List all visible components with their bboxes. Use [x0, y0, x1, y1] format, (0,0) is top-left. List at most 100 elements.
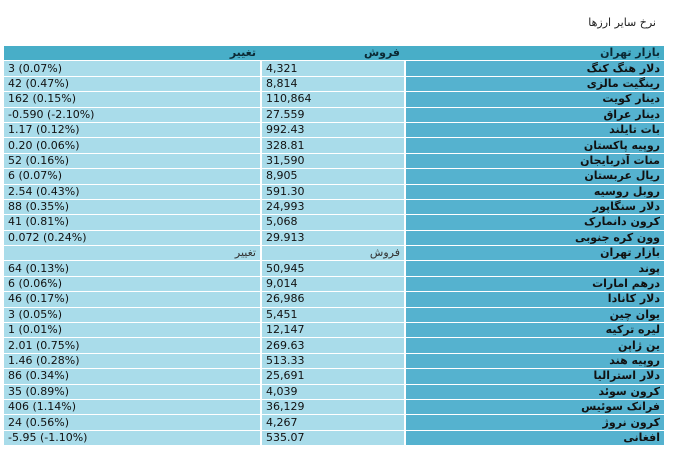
- price-change: 3 (0.05%): [4, 307, 260, 324]
- price-change: -0.590 (-2.10%): [4, 107, 260, 123]
- header-change: تغییر: [4, 46, 260, 62]
- table-row: دلار هنگ کنگ 4,321 3 (0.07%): [4, 60, 664, 77]
- price-change: 41 (0.81%): [4, 214, 260, 231]
- sell-price: 31,590: [262, 153, 404, 170]
- page-caption: نرخ سایر ارزها: [588, 16, 656, 29]
- sell-price: 27.559: [262, 107, 404, 123]
- sell-price: 513.33: [262, 353, 404, 370]
- table-row: دینار عراق 27.559 -0.590 (-2.10%): [4, 107, 664, 123]
- currency-name: منات آذربایجان: [406, 153, 664, 170]
- column-gap: [260, 245, 262, 262]
- table-row: یوان چین 5,451 3 (0.05%): [4, 307, 664, 324]
- sell-price: 5,068: [262, 214, 404, 231]
- column-gap: [404, 199, 406, 216]
- currency-name: دینار عراق: [406, 107, 664, 123]
- sell-price: 9,014: [262, 276, 404, 293]
- column-gap: [260, 276, 262, 293]
- currency-name: درهم امارات: [406, 276, 664, 293]
- currency-name: وون کره جنوبی: [406, 230, 664, 247]
- table-row: کرون دانمارک 5,068 41 (0.81%): [4, 214, 664, 231]
- column-gap: [404, 291, 406, 308]
- sell-price: 36,129: [262, 399, 404, 416]
- table-row: ین ژاپن 269.63 2.01 (0.75%): [4, 337, 664, 354]
- sell-price: 50,945: [262, 260, 404, 277]
- price-change: 6 (0.06%): [4, 276, 260, 293]
- column-gap: [404, 276, 406, 293]
- table-row: فرانک سوئیس 36,129 406 (1.14%): [4, 399, 664, 416]
- column-gap: [404, 184, 406, 200]
- column-gap: [260, 260, 262, 277]
- table-row: رینگیت مالزی 8,814 42 (0.47%): [4, 76, 664, 93]
- column-gap: [404, 353, 406, 370]
- column-gap: [404, 214, 406, 231]
- currency-name: کرون دانمارک: [406, 214, 664, 231]
- column-gap: [260, 307, 262, 324]
- column-gap: [404, 245, 406, 262]
- price-change: -5.95 (-1.10%): [4, 430, 260, 447]
- column-gap: [404, 307, 406, 324]
- column-gap: [404, 322, 406, 339]
- column-gap: [404, 46, 406, 62]
- table-row: روپیه پاکستان 328.81 0.20 (0.06%): [4, 137, 664, 154]
- rates-table-body: بازار تهران فروش تغییر دلار هنگ کنگ 4,321…: [4, 46, 664, 447]
- column-gap: [260, 122, 262, 139]
- sell-price: 29.913: [262, 230, 404, 247]
- currency-name: ریال عربستان: [406, 168, 664, 185]
- header-market: بازار تهران: [406, 46, 664, 62]
- table-row: وون کره جنوبی 29.913 0.072 (0.24%): [4, 230, 664, 247]
- header-sell: فروش: [262, 46, 404, 62]
- table-row: ریال عربستان 8,905 6 (0.07%): [4, 168, 664, 185]
- currency-name: کرون نروژ: [406, 414, 664, 431]
- sell-price: 8,814: [262, 76, 404, 93]
- sell-price: 535.07: [262, 430, 404, 447]
- table-header-row: بازار تهران فروش تغییر: [4, 46, 664, 62]
- column-gap: [404, 430, 406, 447]
- column-gap: [404, 399, 406, 416]
- column-gap: [260, 322, 262, 339]
- column-gap: [260, 184, 262, 200]
- column-gap: [404, 107, 406, 123]
- sell-price: 12,147: [262, 322, 404, 339]
- table-row: منات آذربایجان 31,590 52 (0.16%): [4, 153, 664, 170]
- subheader-change: تغییر: [4, 245, 260, 262]
- column-gap: [260, 60, 262, 77]
- price-change: 6 (0.07%): [4, 168, 260, 185]
- column-gap: [404, 260, 406, 277]
- column-gap: [404, 91, 406, 108]
- table-row: کرون سوئد 4,039 35 (0.89%): [4, 384, 664, 400]
- sell-price: 26,986: [262, 291, 404, 308]
- price-change: 1 (0.01%): [4, 322, 260, 339]
- sell-price: 992.43: [262, 122, 404, 139]
- table-row: لیره ترکیه 12,147 1 (0.01%): [4, 322, 664, 339]
- table-subheader-row: بازار تهران فروش تغییر: [4, 245, 664, 262]
- column-gap: [260, 368, 262, 385]
- price-change: 46 (0.17%): [4, 291, 260, 308]
- table-row: دلار سنگاپور 24,993 88 (0.35%): [4, 199, 664, 216]
- column-gap: [404, 368, 406, 385]
- currency-name: ین ژاپن: [406, 337, 664, 354]
- column-gap: [260, 46, 262, 62]
- price-change: 162 (0.15%): [4, 91, 260, 108]
- column-gap: [260, 107, 262, 123]
- column-gap: [404, 168, 406, 185]
- price-change: 24 (0.56%): [4, 414, 260, 431]
- column-gap: [404, 414, 406, 431]
- table-row: بات تایلند 992.43 1.17 (0.12%): [4, 122, 664, 139]
- currency-name: دلار کانادا: [406, 291, 664, 308]
- currency-name: بات تایلند: [406, 122, 664, 139]
- price-change: 52 (0.16%): [4, 153, 260, 170]
- sell-price: 110,864: [262, 91, 404, 108]
- currency-name: دلار هنگ کنگ: [406, 60, 664, 77]
- currency-name: روپیه هند: [406, 353, 664, 370]
- sell-price: 4,321: [262, 60, 404, 77]
- column-gap: [260, 353, 262, 370]
- currency-name: روبل روسیه: [406, 184, 664, 200]
- currency-name: لیره ترکیه: [406, 322, 664, 339]
- currency-name: پوند: [406, 260, 664, 277]
- table-row: کرون نروژ 4,267 24 (0.56%): [4, 414, 664, 431]
- price-change: 2.54 (0.43%): [4, 184, 260, 200]
- sell-price: 4,039: [262, 384, 404, 400]
- price-change: 0.072 (0.24%): [4, 230, 260, 247]
- currency-name: دینار کویت: [406, 91, 664, 108]
- price-change: 1.46 (0.28%): [4, 353, 260, 370]
